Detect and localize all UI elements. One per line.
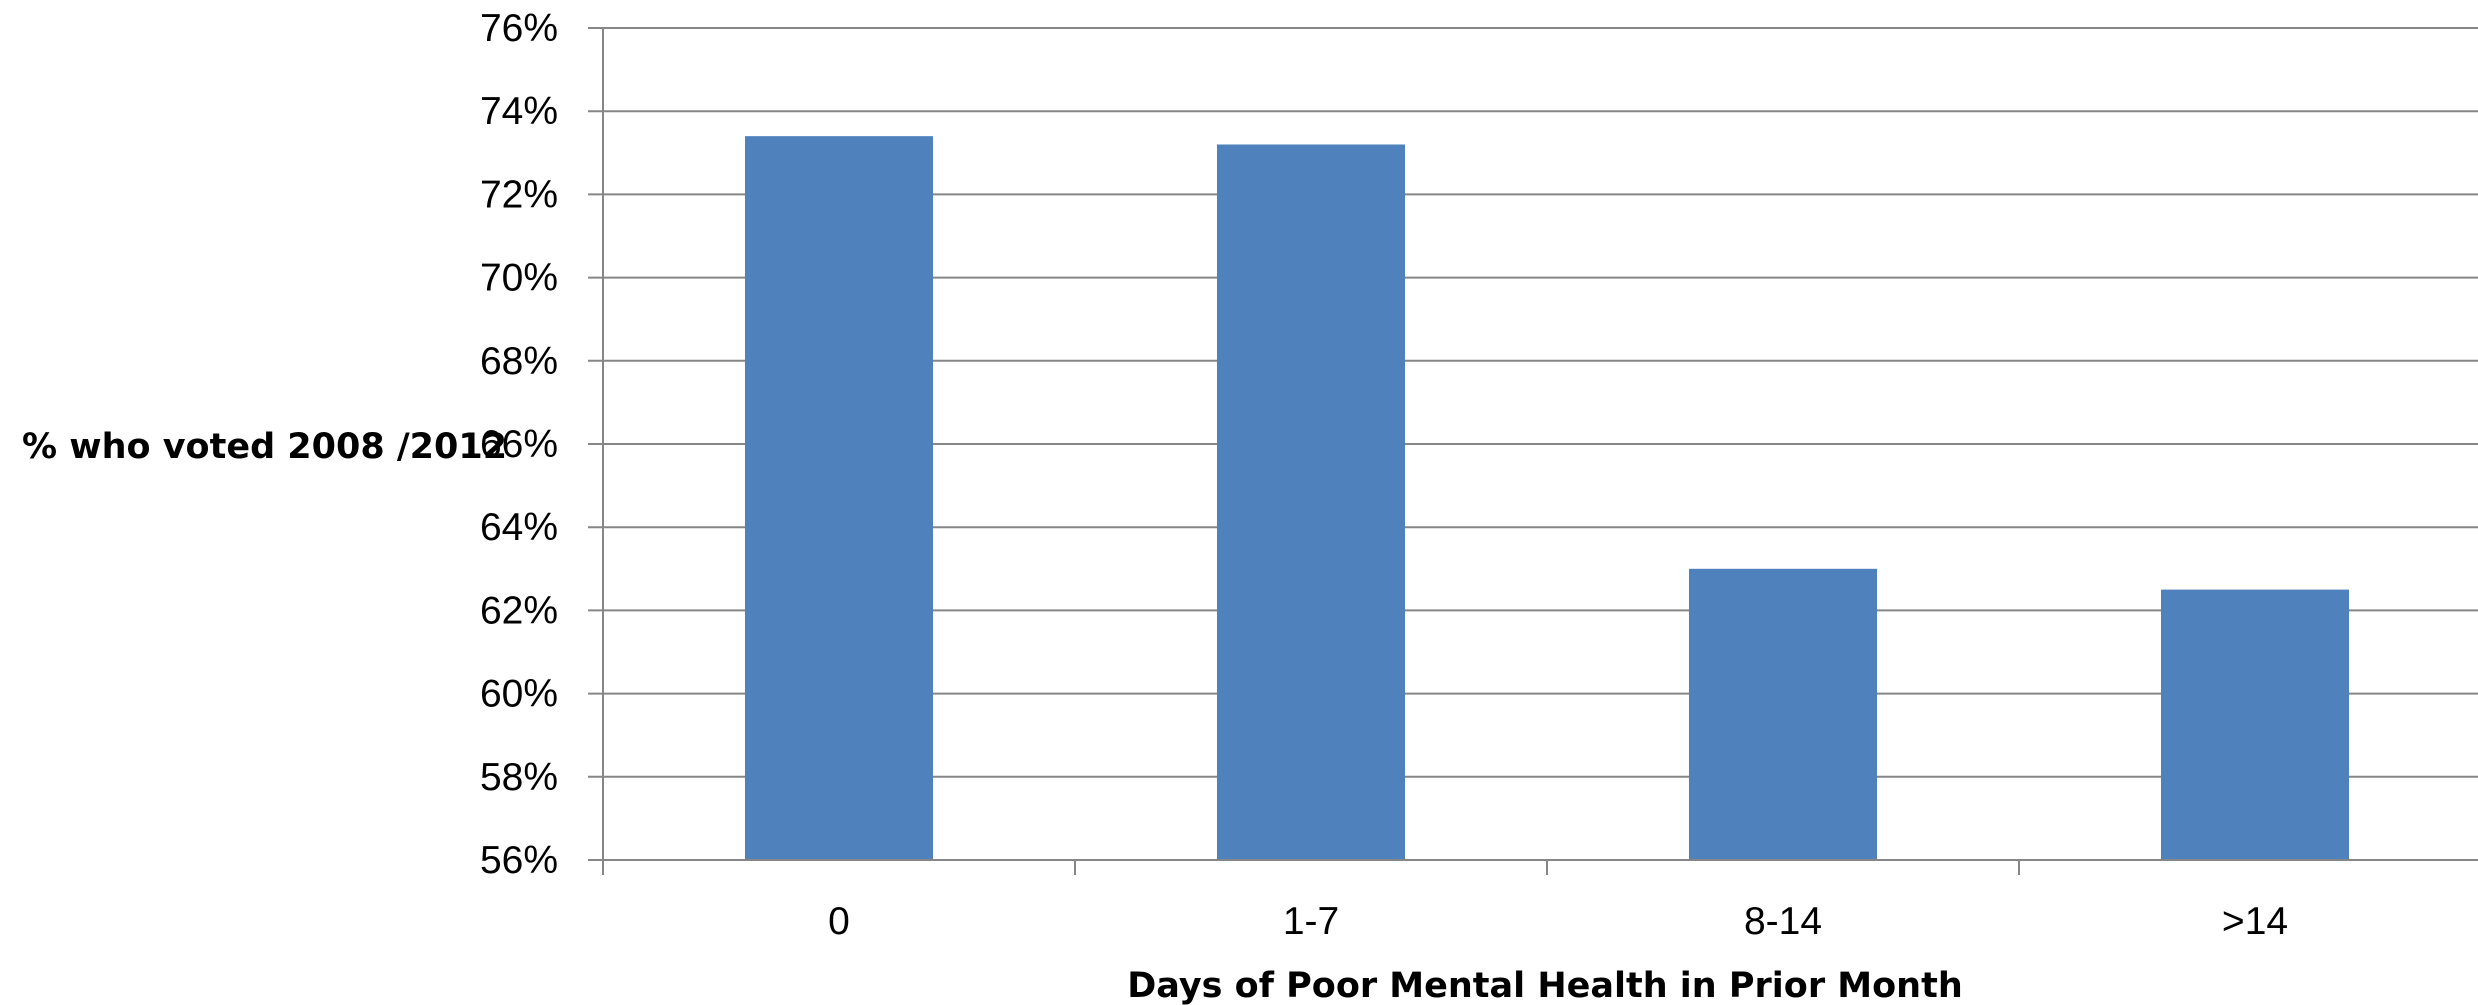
x-axis-title: Days of Poor Mental Health in Prior Mont… bbox=[1127, 966, 1963, 1005]
x-tick-label: 8-14 bbox=[1744, 900, 1822, 943]
bar-1-7 bbox=[1217, 144, 1405, 861]
y-tick-label: 58% bbox=[480, 756, 558, 799]
y-tick-label: 62% bbox=[480, 589, 558, 632]
y-tick-label: 76% bbox=[480, 7, 558, 50]
y-tick-label: 68% bbox=[480, 340, 558, 383]
y-tick-label: 70% bbox=[480, 257, 558, 300]
x-tick-label: 1-7 bbox=[1283, 900, 1339, 943]
y-tick-label: 60% bbox=[480, 673, 558, 716]
axes bbox=[588, 28, 2478, 875]
x-tick-label: >14 bbox=[2222, 900, 2288, 943]
y-tick-labels: 56% 58% 60% 62% 64% 66% 68% 70% 72% 74% 76% bbox=[480, 7, 558, 882]
y-tick-label: 56% bbox=[480, 839, 558, 882]
x-tick-labels: 0 1-7 8-14 >14 bbox=[828, 900, 2288, 943]
y-axis-title: % who voted 2008 /2012 bbox=[22, 427, 507, 467]
y-tick-label: 66% bbox=[480, 423, 558, 466]
bar-8-14 bbox=[1689, 568, 1877, 860]
y-tick-label: 74% bbox=[480, 90, 558, 133]
bar-14 bbox=[2161, 589, 2349, 860]
x-tick-label: 0 bbox=[828, 900, 850, 943]
y-tick-label: 72% bbox=[480, 173, 558, 216]
bar-0 bbox=[745, 136, 933, 860]
bars bbox=[745, 136, 2349, 861]
y-tick-label: 64% bbox=[480, 506, 558, 549]
